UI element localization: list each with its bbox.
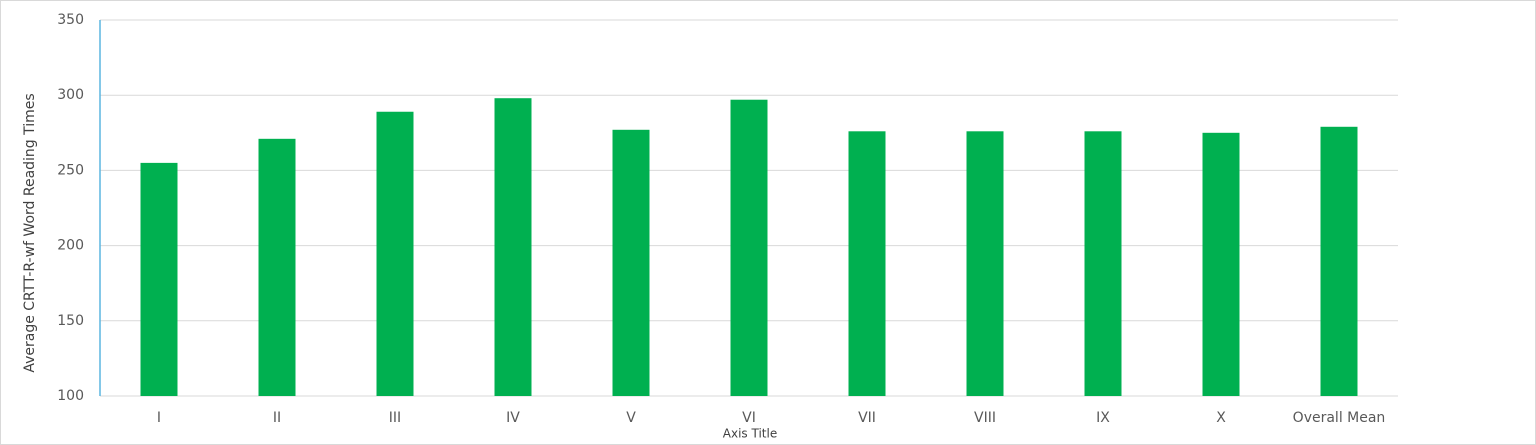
x-tick-label: IV	[506, 410, 520, 426]
x-tick-label: II	[273, 410, 281, 426]
y-tick-label: 300	[57, 87, 84, 103]
y-tick-label: 150	[57, 313, 84, 329]
y-tick-label: 350	[57, 12, 84, 28]
bar	[848, 131, 886, 396]
x-tick-label: Overall Mean	[1293, 410, 1386, 426]
bar	[1084, 131, 1122, 396]
bar	[612, 129, 650, 397]
x-tick-label: VII	[858, 410, 876, 426]
x-tick-label: I	[157, 410, 161, 426]
y-axis-title: Average CRTT-R-wf Word Reading Times	[22, 93, 38, 372]
y-tick-label: 250	[57, 162, 84, 178]
bar	[494, 98, 532, 396]
x-tick-label: VI	[742, 410, 756, 426]
x-tick-label: V	[626, 410, 636, 426]
bar	[966, 131, 1004, 396]
bar	[376, 111, 414, 396]
x-tick-label: IX	[1096, 410, 1110, 426]
bar	[258, 138, 296, 397]
bar	[1320, 126, 1358, 396]
bar	[1202, 132, 1240, 397]
y-tick-label: 200	[57, 238, 84, 254]
bar	[730, 99, 768, 396]
x-tick-label: X	[1216, 410, 1226, 426]
bar	[140, 162, 178, 396]
y-tick-label: 100	[57, 388, 84, 404]
x-tick-label: III	[389, 410, 401, 426]
x-tick-label: VIII	[974, 410, 996, 426]
x-axis-title: Axis Title	[723, 427, 777, 441]
